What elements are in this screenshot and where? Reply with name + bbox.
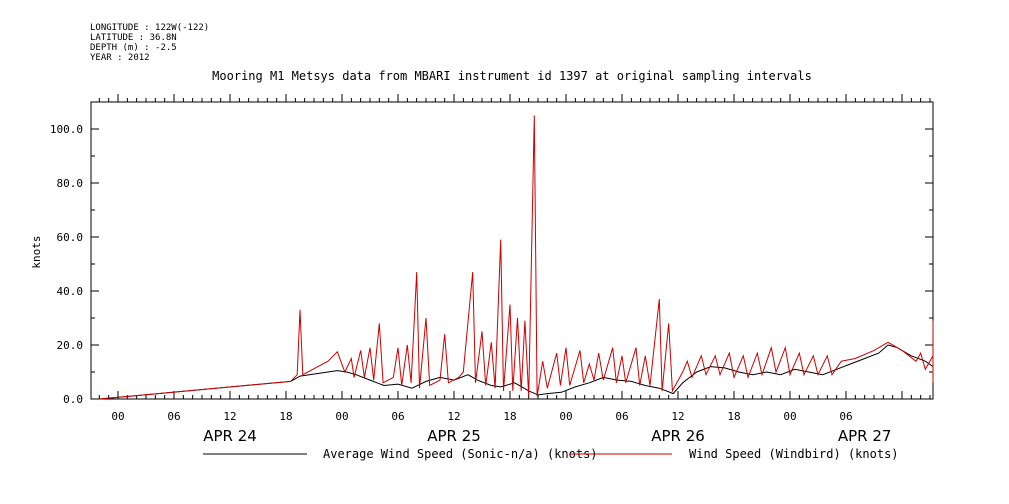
series-layer: [99, 115, 934, 400]
plot-frame: [90, 101, 934, 400]
meta-depth: DEPTH (m) : -2.5: [90, 43, 177, 53]
meta-longitude: LONGITUDE : 122W(-122): [90, 23, 209, 33]
x-tick-label: 00: [111, 410, 124, 423]
y-tick-label: 80.0: [57, 177, 84, 190]
meta-latitude: LATITUDE : 36.8N: [90, 33, 177, 43]
axes: 0.0 20.0 40.0 60.0 80.0 100.0 00 06 12 18 00 06 12 18…: [50, 94, 933, 445]
x-tick-label: 00: [783, 410, 796, 423]
x-tick-label: 12: [447, 410, 460, 423]
x-tick-label: 00: [559, 410, 572, 423]
y-tick-label: 60.0: [57, 231, 84, 244]
x-tick-label: 12: [223, 410, 236, 423]
legend-red-label: Wind Speed (Windbird) (knots): [689, 447, 899, 461]
y-tick-label: 100.0: [50, 123, 83, 136]
legend-black-label: Average Wind Speed (Sonic-n/a) (knots): [323, 447, 598, 461]
chart-title: Mooring M1 Metsys data from MBARI instru…: [212, 69, 812, 83]
x-day-label: APR 27: [838, 427, 892, 445]
x-tick-label: 18: [279, 410, 292, 423]
series-average-wind-speed-line: [99, 344, 934, 400]
x-tick-label: 12: [671, 410, 684, 423]
x-day-label: APR 25: [427, 427, 481, 445]
x-day-label: APR 24: [203, 427, 257, 445]
x-tick-label: 06: [391, 410, 404, 423]
x-tick-label: 18: [727, 410, 740, 423]
x-tick-label: 06: [839, 410, 852, 423]
y-tick-label: 20.0: [57, 339, 84, 352]
x-tick-label: 18: [503, 410, 516, 423]
y-axis-label: knots: [30, 235, 43, 268]
series-windbird-wind-speed-line: [99, 115, 934, 400]
meta-year: YEAR : 2012: [90, 53, 150, 63]
y-tick-label: 40.0: [57, 285, 84, 298]
y-tick-label: 0.0: [63, 393, 83, 406]
x-tick-label: 06: [615, 410, 628, 423]
x-day-label: APR 26: [651, 427, 705, 445]
x-tick-label: 00: [335, 410, 348, 423]
x-tick-label: 06: [167, 410, 180, 423]
